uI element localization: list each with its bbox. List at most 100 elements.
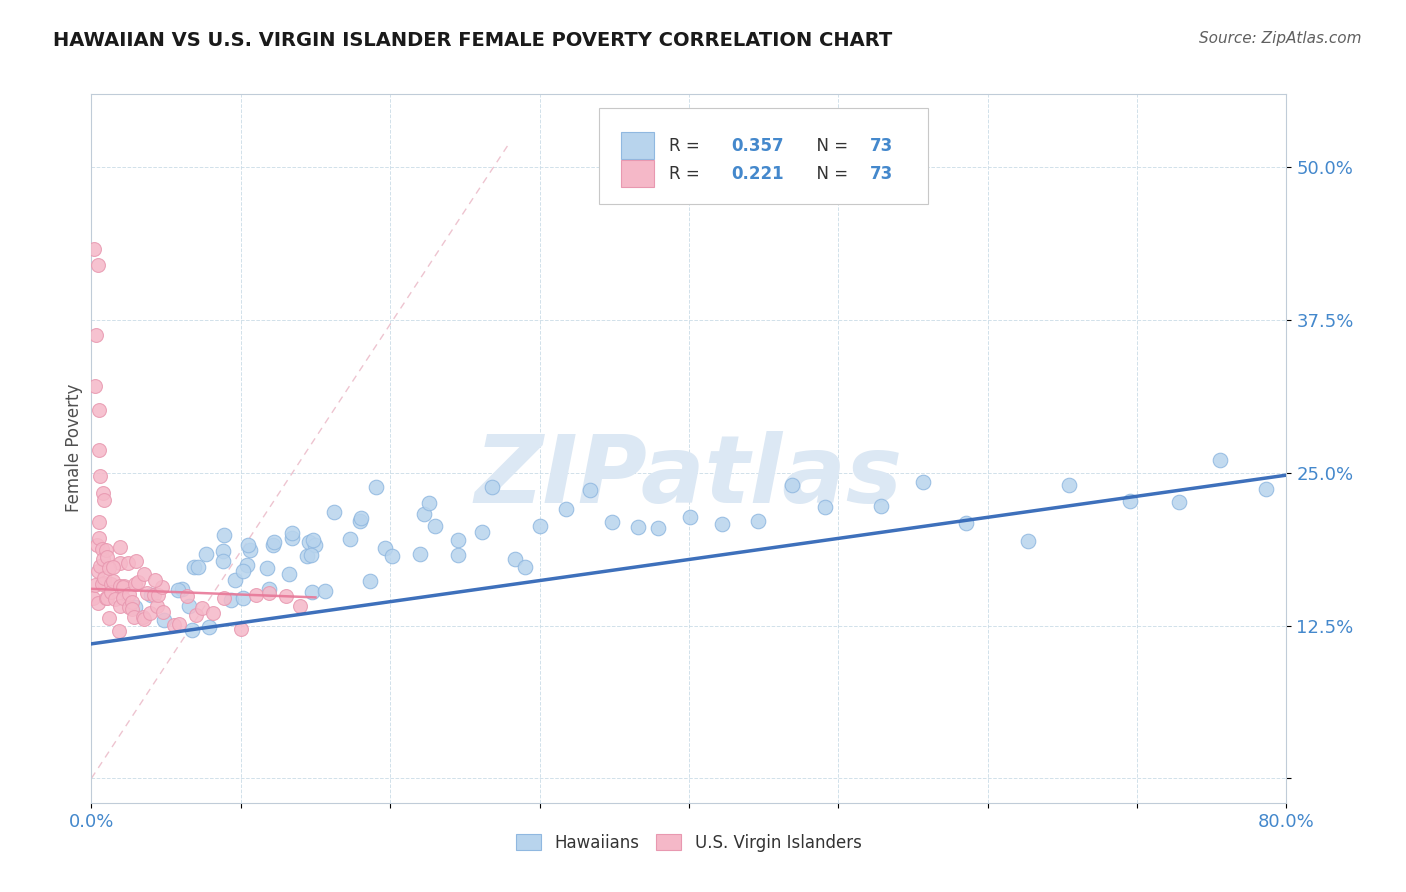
Point [91, 577, 114, 591]
Point [87, 442, 110, 457]
Point [955, 516, 977, 530]
Text: N =: N = [806, 165, 853, 183]
Text: ZIPatlas: ZIPatlas [475, 431, 903, 523]
Point [139, 606, 162, 620]
Text: R =: R = [669, 137, 704, 155]
Point [481, 480, 503, 494]
Point [323, 505, 346, 519]
Point [470, 524, 492, 539]
Text: HAWAIIAN VS U.S. VIRGIN ISLANDER FEMALE POVERTY CORRELATION CHART: HAWAIIAN VS U.S. VIRGIN ISLANDER FEMALE … [53, 31, 893, 50]
Point [212, 528, 235, 542]
Point [503, 551, 526, 566]
Point [747, 514, 769, 528]
Point [814, 500, 837, 514]
Point [101, 560, 124, 574]
Point [93, 571, 115, 585]
Point [143, 573, 166, 587]
Point [1057, 477, 1080, 491]
Point [187, 560, 209, 574]
Point [152, 605, 174, 619]
Text: Source: ZipAtlas.com: Source: ZipAtlas.com [1198, 31, 1361, 46]
Point [302, 533, 325, 547]
Point [86, 538, 108, 552]
Point [224, 573, 246, 587]
Point [184, 607, 207, 622]
Point [513, 559, 536, 574]
Point [304, 538, 326, 552]
Point [96, 549, 118, 564]
Point [1119, 493, 1142, 508]
Point [350, 511, 373, 525]
Point [231, 623, 253, 637]
Point [108, 556, 131, 570]
Point [87, 258, 110, 272]
Point [132, 609, 155, 624]
Point [529, 518, 551, 533]
FancyBboxPatch shape [621, 161, 654, 187]
Point [84, 379, 107, 393]
Text: 0.221: 0.221 [731, 165, 783, 183]
Point [413, 507, 436, 521]
Point [101, 574, 124, 588]
Point [143, 588, 166, 602]
Point [647, 521, 669, 535]
Point [179, 599, 201, 613]
Point [277, 567, 299, 582]
Point [191, 601, 214, 615]
Point [98, 611, 121, 625]
Point [145, 599, 167, 613]
Point [349, 514, 371, 528]
Point [409, 548, 432, 562]
Point [84, 578, 107, 592]
Point [86, 596, 108, 610]
Point [167, 617, 190, 632]
Point [96, 591, 118, 605]
Point [124, 610, 146, 624]
Point [96, 591, 118, 605]
Point [93, 486, 115, 500]
Point [108, 624, 131, 639]
FancyBboxPatch shape [599, 108, 928, 203]
Point [139, 588, 162, 602]
Point [221, 593, 243, 607]
Point [103, 591, 125, 606]
Point [127, 574, 149, 589]
Point [1017, 534, 1039, 549]
Point [339, 532, 361, 546]
Point [172, 582, 194, 597]
Point [121, 602, 143, 616]
Point [181, 624, 204, 638]
Point [194, 547, 217, 561]
Point [245, 588, 267, 602]
Point [359, 574, 381, 588]
Point [1167, 495, 1189, 509]
Point [256, 560, 278, 574]
Point [84, 327, 107, 342]
Point [108, 579, 131, 593]
Point [257, 586, 280, 600]
Point [1256, 483, 1278, 497]
Point [93, 576, 115, 591]
Point [280, 531, 302, 545]
Point [121, 595, 143, 609]
Point [176, 589, 198, 603]
Point [89, 558, 111, 573]
Y-axis label: Female Poverty: Female Poverty [65, 384, 83, 512]
Text: R =: R = [669, 165, 704, 183]
Point [136, 586, 159, 600]
FancyBboxPatch shape [621, 132, 654, 160]
Text: 0.357: 0.357 [731, 137, 783, 155]
Point [89, 469, 111, 483]
Point [118, 587, 141, 601]
Point [679, 509, 702, 524]
Point [276, 589, 298, 603]
Text: N =: N = [806, 137, 853, 155]
Point [89, 402, 111, 417]
Text: 73: 73 [869, 165, 893, 183]
Point [447, 533, 470, 548]
Point [374, 541, 396, 555]
Point [236, 538, 259, 552]
Point [202, 607, 225, 621]
Legend: Hawaiians, U.S. Virgin Islanders: Hawaiians, U.S. Virgin Islanders [509, 827, 869, 858]
Point [197, 620, 219, 634]
